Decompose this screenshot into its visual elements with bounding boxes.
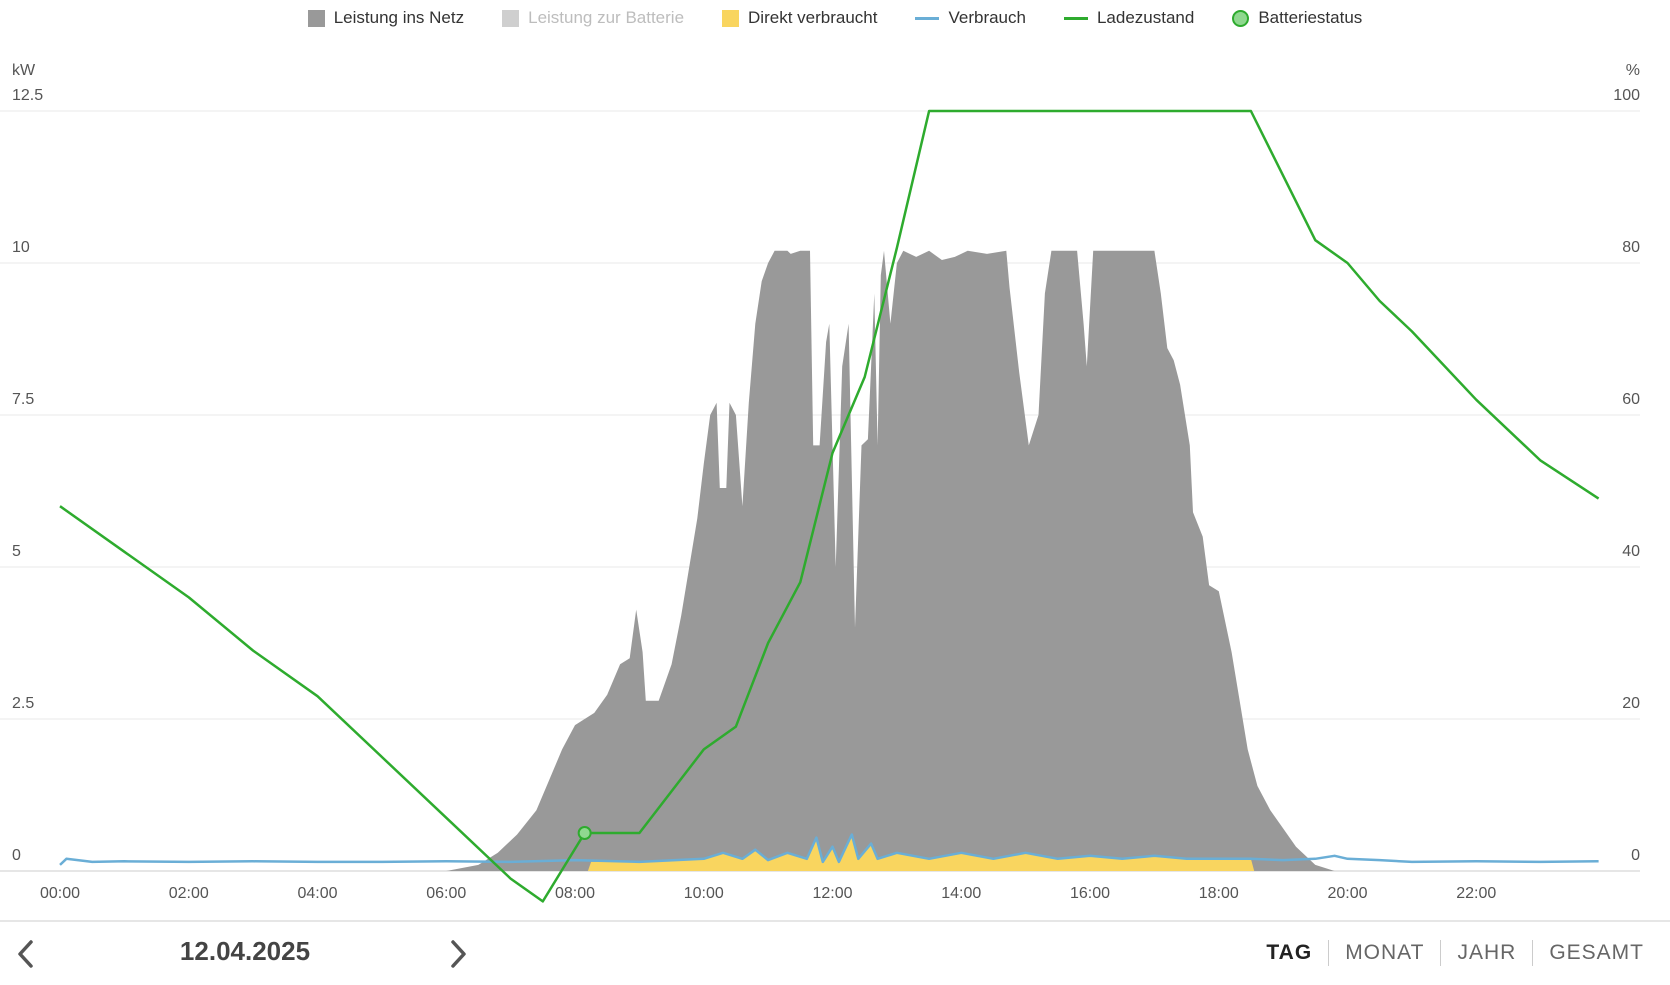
- y-left-tick-label: 0: [12, 847, 21, 864]
- y-left-tick-label: 7.5: [12, 391, 34, 408]
- y-right-tick-label: 80: [1622, 239, 1640, 256]
- axis-labels: kW % 0 0 2.5 20 5 40 7.5 60 10 80 12.5 100 00:00 02:0…: [12, 62, 1640, 902]
- tab-divider: [1328, 940, 1330, 966]
- area-series-leistung-ins-netz: [446, 250, 1335, 872]
- y-left-tick-label: 10: [12, 239, 30, 256]
- area-series: [446, 250, 1335, 872]
- chevron-right-icon: [451, 940, 466, 968]
- legend-swatch: [722, 9, 740, 27]
- tab-month[interactable]: MONAT: [1345, 941, 1425, 964]
- legend-label: Ladezustand: [1096, 8, 1195, 27]
- y-left-tick-label: 5: [12, 543, 21, 560]
- x-tick-label: 16:00: [1070, 885, 1110, 902]
- period-tabs: TAG MONAT JAHR GESAMT: [1250, 940, 1660, 966]
- next-day-button[interactable]: [438, 934, 478, 974]
- legend-item-battery-charge[interactable]: Leistung zur Batterie: [502, 4, 684, 32]
- battery-status-marker[interactable]: [577, 826, 592, 840]
- area-series-direkt-verbraucht: [587, 834, 1255, 871]
- legend-swatch: [307, 9, 325, 27]
- line-series-verbrauch: [59, 833, 1599, 866]
- legend-swatch: [502, 9, 520, 27]
- tab-year[interactable]: JAHR: [1457, 941, 1517, 964]
- x-tick-label: 00:00: [40, 885, 80, 902]
- legend-label: Leistung zur Batterie: [528, 8, 685, 27]
- x-tick-label: 20:00: [1327, 885, 1367, 902]
- date-navigation-bar: 12.04.2025 TAG MONAT JAHR GESAMT: [0, 920, 1670, 985]
- selected-date[interactable]: 12.04.2025: [179, 936, 311, 966]
- y-left-tick-label: 12.5: [12, 87, 43, 104]
- x-tick-label: 04:00: [297, 885, 337, 902]
- y-right-tick-label: 0: [1631, 847, 1640, 864]
- tab-divider: [1532, 940, 1534, 966]
- y-right-tick-label: 20: [1622, 695, 1640, 712]
- x-tick-label: 18:00: [1199, 885, 1239, 902]
- legend-item-battery-status[interactable]: Batteriestatus: [1232, 4, 1362, 32]
- x-tick-label: 08:00: [555, 885, 595, 902]
- y-axis-left-label: kW: [12, 62, 36, 79]
- legend-label: Batteriestatus: [1258, 8, 1363, 27]
- x-tick-label: 02:00: [169, 885, 209, 902]
- tab-divider: [1440, 940, 1442, 966]
- line-series: [59, 109, 1600, 903]
- y-right-tick-label: 100: [1613, 87, 1640, 104]
- legend-item-state-of-charge[interactable]: Ladezustand: [1063, 4, 1195, 32]
- legend-swatch: [1063, 16, 1088, 20]
- y-right-tick-label: 60: [1622, 391, 1640, 408]
- legend-label: Leistung ins Netz: [333, 8, 465, 27]
- legend-item-grid-feed[interactable]: Leistung ins Netz: [307, 4, 465, 32]
- line-series-ladezustand: [59, 109, 1600, 903]
- legend-item-self-consumed[interactable]: Direkt verbraucht: [722, 4, 877, 32]
- tab-day[interactable]: TAG: [1266, 941, 1313, 964]
- y-right-tick-label: 40: [1622, 543, 1640, 560]
- x-tick-label: 22:00: [1456, 885, 1496, 902]
- legend-label: Verbrauch: [948, 8, 1026, 27]
- chart-plot-svg: kW % 0 0 2.5 20 5 40 7.5 60 10 80 12.5 100 00:00 02:0…: [0, 62, 1640, 903]
- tab-total[interactable]: GESAMT: [1549, 941, 1644, 964]
- legend-item-consumption[interactable]: Verbrauch: [915, 4, 1026, 32]
- energy-chart: Leistung ins Netz Leistung zur Batterie …: [0, 4, 1670, 903]
- legend-label: Direkt verbraucht: [748, 8, 878, 27]
- x-tick-label: 06:00: [426, 885, 466, 902]
- chevron-left-icon: [18, 940, 33, 968]
- previous-day-button[interactable]: [6, 934, 46, 974]
- legend-swatch: [915, 16, 940, 20]
- legend-swatch: [1232, 9, 1250, 27]
- chart-legend: Leistung ins Netz Leistung zur Batterie …: [0, 4, 1670, 32]
- x-tick-label: 10:00: [684, 885, 724, 902]
- x-tick-label: 12:00: [812, 885, 852, 902]
- y-left-tick-label: 2.5: [12, 695, 34, 712]
- y-axis-right-label: %: [1626, 62, 1640, 79]
- x-tick-label: 14:00: [941, 885, 981, 902]
